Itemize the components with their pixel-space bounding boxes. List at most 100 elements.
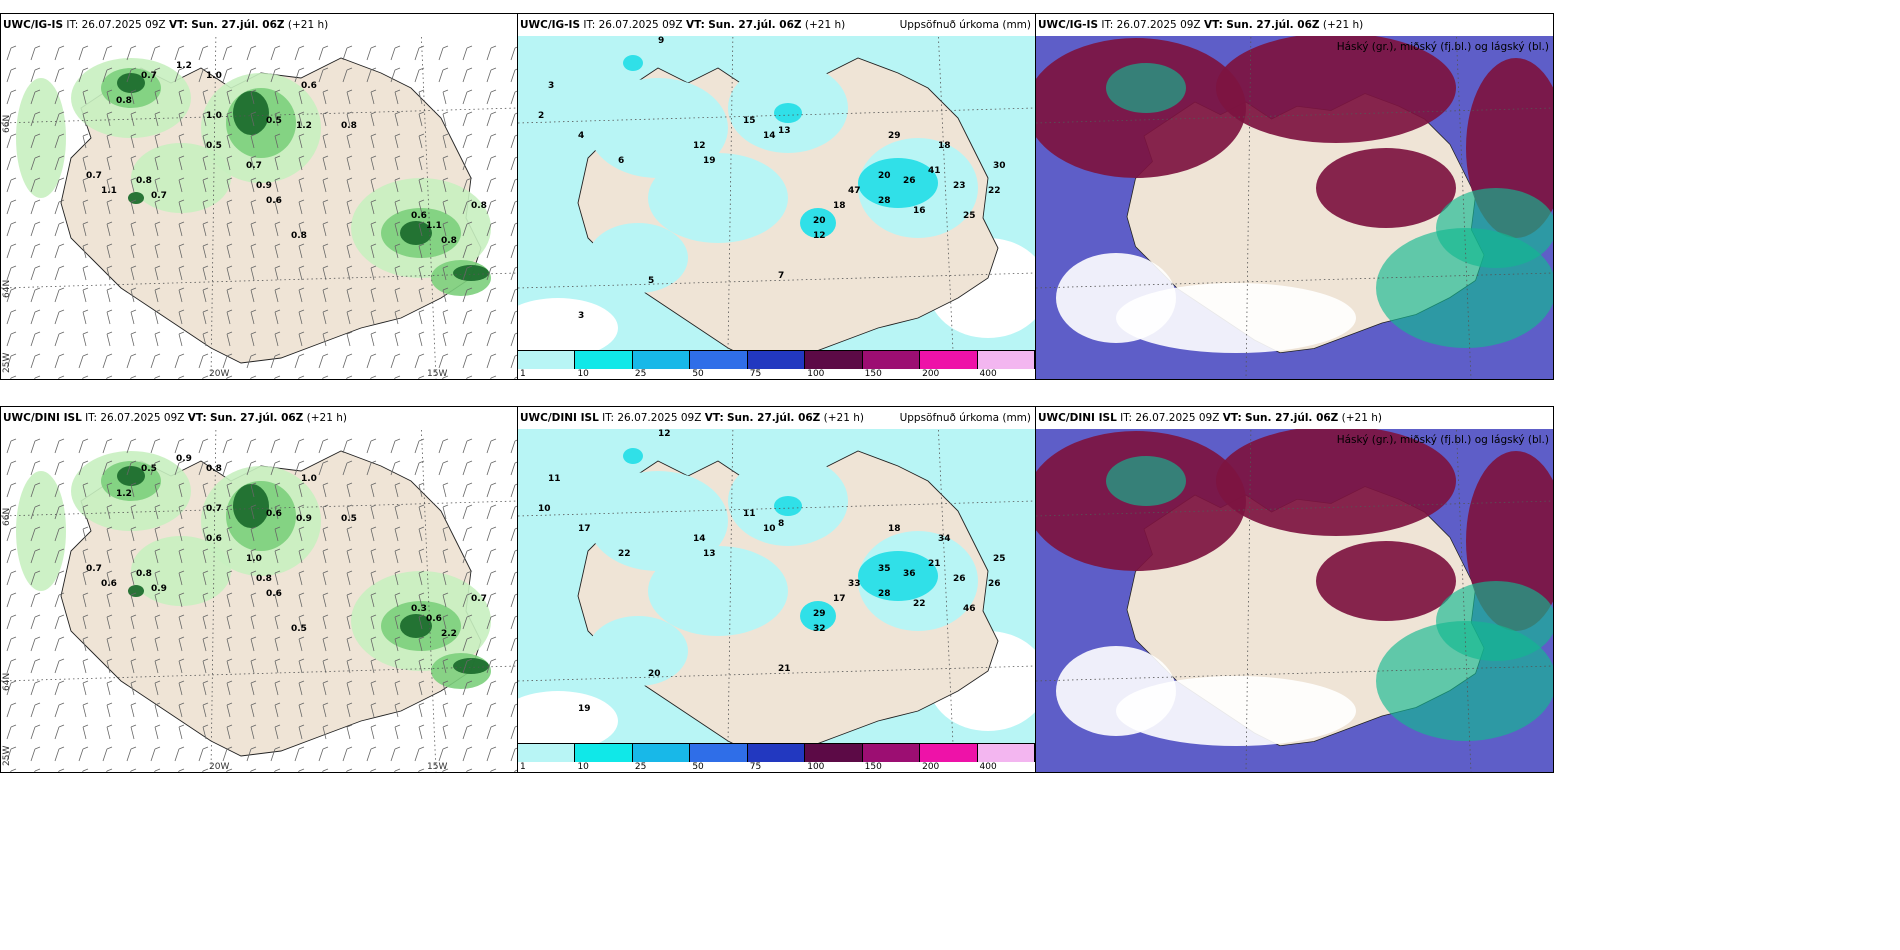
wind-barb (178, 572, 183, 586)
wind-barb (226, 616, 231, 630)
wind-barb (58, 287, 65, 291)
wind-barb (466, 67, 473, 71)
wind-barb (490, 680, 497, 684)
wind-barb (442, 311, 447, 325)
wind-barb (346, 289, 351, 303)
wind-barb (346, 438, 353, 442)
wind-barb (58, 67, 65, 71)
wind-barb (250, 245, 255, 259)
wind-barb (510, 135, 516, 149)
wind-barb (82, 704, 87, 718)
wind-barb (226, 682, 231, 696)
wind-barb (130, 660, 135, 674)
colorbar-swatch (632, 744, 691, 762)
wind-barb (442, 724, 449, 728)
cloud-low-area (1106, 456, 1186, 506)
wind-barb (370, 157, 375, 171)
wind-barb (418, 592, 425, 596)
wind-barb (130, 504, 137, 508)
wind-barb (6, 311, 12, 325)
wind-barb (418, 331, 425, 335)
wind-barb (250, 155, 257, 159)
wind-barb (490, 504, 497, 508)
wind-barb (34, 702, 41, 706)
wind-barb (322, 45, 329, 49)
wind-barb (418, 636, 425, 640)
wind-barb (274, 526, 281, 530)
wind-barb (418, 199, 425, 203)
wind-barb (510, 440, 516, 454)
wind-barb (130, 221, 137, 225)
wind-barb (346, 638, 351, 652)
wind-barb (466, 199, 473, 203)
wind-barb (226, 724, 233, 728)
lat-label: 66N (2, 115, 12, 133)
wind-barb (54, 638, 60, 652)
wind-barb (490, 570, 497, 574)
wind-barb (106, 333, 111, 347)
wind-barb (370, 375, 377, 379)
wind-barb (82, 592, 89, 596)
wind-barb (106, 45, 113, 49)
wind-barb (54, 267, 60, 281)
wind-barb (298, 592, 305, 596)
wind-barb (250, 614, 257, 618)
wind-barb (486, 91, 492, 105)
wind-barb (130, 658, 137, 662)
wind-barb (102, 47, 108, 61)
wind-barb (202, 265, 209, 269)
precip-core (233, 91, 269, 135)
wind-barb (322, 526, 329, 530)
wind-barb (462, 638, 468, 652)
wind-barb (346, 377, 348, 379)
wind-barb (10, 438, 17, 442)
wind-barb (514, 770, 516, 772)
wind-barb (250, 726, 255, 740)
wind-barb (514, 659, 517, 662)
wind-barb (178, 267, 183, 281)
wind-barb (298, 177, 305, 181)
wind-barb (154, 570, 161, 574)
wind-barb (178, 746, 185, 750)
wind-barb (298, 768, 305, 772)
wind-barb (106, 287, 113, 291)
wind-barb (466, 592, 473, 596)
wind-barb (58, 702, 65, 706)
wind-barb (130, 616, 135, 630)
wind-barb (486, 179, 492, 193)
wind-barb (370, 111, 377, 115)
wind-barb (126, 69, 132, 83)
wind-barb (106, 91, 111, 105)
wind-barb (274, 506, 279, 520)
colorbar-tick: 50 (692, 369, 704, 379)
wind-barb (370, 67, 377, 71)
wind-barb (274, 592, 281, 596)
wind-barb (346, 311, 351, 325)
wind-barb (486, 682, 492, 696)
wind-barb (322, 614, 329, 618)
wind-barb (106, 157, 111, 171)
wind-barb (346, 89, 353, 93)
wind-barb (274, 658, 281, 662)
wind-barb (30, 245, 36, 259)
precip-value: 1.2 (176, 61, 192, 71)
precip-core (233, 484, 269, 528)
graticule-line (1, 272, 517, 289)
wind-barb (490, 221, 497, 225)
accum-value: 15 (743, 116, 756, 126)
wind-barb (106, 353, 113, 357)
wind-barb (82, 243, 89, 247)
accum-title: Uppsöfnuð úrkoma (mm) (899, 412, 1031, 424)
accum-value: 18 (888, 524, 901, 534)
wind-barb (30, 550, 36, 564)
accum-value: 18 (938, 141, 951, 151)
precip-value: 0.8 (291, 231, 307, 241)
wind-barb (34, 331, 41, 335)
wind-barb (130, 89, 137, 93)
wind-barb (154, 223, 159, 237)
wind-barb (246, 462, 252, 476)
wind-barb (58, 177, 65, 181)
wind-barb (82, 265, 89, 269)
wind-barb (202, 484, 207, 498)
wind-barb (6, 113, 12, 127)
